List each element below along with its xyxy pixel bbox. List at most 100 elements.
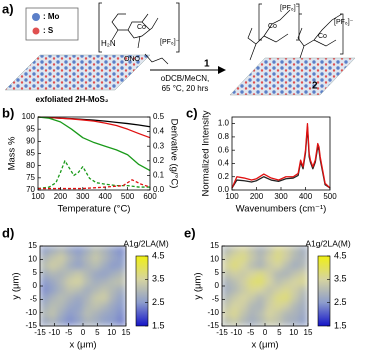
heatmap-cell <box>108 253 118 263</box>
colorbar-tick-label: 2.5 <box>152 297 165 307</box>
heatmap-cell <box>239 285 248 295</box>
x-tick-label: 300 <box>274 192 288 201</box>
heatmap-cell <box>65 309 75 319</box>
heatmap-cell <box>299 261 308 271</box>
heatmap-cell <box>108 246 118 255</box>
x-tick-label: 200 <box>250 192 264 201</box>
plot-frame <box>231 116 331 191</box>
heatmap-cell <box>91 261 101 271</box>
heatmap-cell <box>117 246 126 255</box>
heatmap-cell <box>117 309 126 319</box>
heatmap-cell <box>91 277 101 287</box>
y-axis-label: Normalized Intensity <box>201 110 212 196</box>
heatmap-cell <box>222 301 231 311</box>
y-tick-label: -5 <box>30 294 38 303</box>
heatmap-cell <box>264 246 274 255</box>
heatmap-cell <box>91 293 101 303</box>
heatmap-cell <box>230 277 240 287</box>
heatmap-cell <box>256 285 266 295</box>
heatmap-cell <box>57 277 66 287</box>
plot-frame <box>37 116 151 191</box>
heatmap-cell <box>91 246 101 255</box>
heatmap-cell <box>273 317 283 326</box>
heatmap-cell <box>48 261 58 271</box>
heatmap-cell <box>40 285 49 295</box>
heatmap-cell <box>290 246 300 255</box>
heatmap-cell <box>117 317 126 326</box>
heatmap-cell <box>48 277 58 287</box>
y-tick-label: 0 <box>33 281 38 290</box>
heatmap-cell <box>239 309 248 319</box>
heatmap-cell <box>222 317 231 326</box>
y-tick-label: 90 <box>26 136 35 145</box>
heatmap-cell <box>82 277 92 287</box>
substrate-label: exfoliated 2H-MoS₂ <box>36 95 109 104</box>
heatmap-cell <box>256 246 266 255</box>
x-axis-label: Temperature (°C) <box>58 204 131 215</box>
colorbar <box>317 255 331 327</box>
s-icon <box>32 27 40 35</box>
y-tick-label: 0.4 <box>218 159 230 168</box>
x-tick-label: 600 <box>143 192 157 201</box>
x-tick-label: 15 <box>122 328 131 337</box>
heatmap-cell <box>117 253 126 263</box>
heatmap-cell <box>65 293 75 303</box>
heatmap-cell <box>108 269 118 279</box>
heatmap-cell <box>108 261 118 271</box>
heatmap-cell <box>256 317 266 326</box>
counterion-label: [PF₆]⁻ <box>334 19 354 26</box>
x-tick-label: 400 <box>99 192 113 201</box>
y-tick-label: 0.0 <box>218 185 230 194</box>
y2-tick-label: 0.5 <box>153 112 165 121</box>
nitrite-label: ONO <box>124 56 141 63</box>
heatmap-cell <box>91 309 101 319</box>
heatmap-cell <box>299 317 308 326</box>
heatmap-cell <box>273 277 283 287</box>
heatmap-cell <box>108 309 118 319</box>
heatmap-cell <box>256 253 266 263</box>
heatmap-cell <box>117 277 126 287</box>
heatmap-cell <box>282 301 291 311</box>
heatmap-cell <box>299 293 308 303</box>
ligand-structure <box>111 13 159 49</box>
heatmap-cell <box>40 269 49 279</box>
heatmap-cell <box>239 301 248 311</box>
heatmap-cell <box>91 285 101 295</box>
x-tick-label: 200 <box>54 192 68 201</box>
series-line <box>231 122 331 189</box>
condition: oDCB/MeCN, <box>161 74 209 83</box>
panel-label: d) <box>2 225 14 240</box>
x-tick-label: 500 <box>121 192 135 201</box>
heatmap-cell <box>222 269 231 279</box>
heatmap-cell <box>282 293 291 303</box>
heatmap-cell <box>48 301 58 311</box>
heatmap-cell <box>247 277 257 287</box>
y-tick-label: 10 <box>28 254 37 263</box>
x-tick-label: -10 <box>231 328 243 337</box>
heatmap-cell <box>299 285 308 295</box>
heatmap-cell <box>100 246 109 255</box>
heatmap-cell <box>230 285 240 295</box>
heatmap-cell <box>290 293 300 303</box>
product-structure <box>247 9 343 61</box>
heatmap-cell <box>273 261 283 271</box>
heatmap-cell <box>100 301 109 311</box>
nitrite-chain <box>144 53 169 65</box>
heatmap-cell <box>82 293 92 303</box>
y-tick-label: 5 <box>215 268 220 277</box>
heatmap-cell <box>48 246 58 255</box>
heatmap-cell <box>57 246 66 255</box>
heatmap-cell <box>82 261 92 271</box>
colorbar-title: A1g/2LA(M) <box>305 238 351 248</box>
y2-axis-label: Derivative (g/°C) <box>168 119 179 189</box>
heatmap-cell <box>230 253 240 263</box>
y-tick-label: 0.6 <box>218 145 230 154</box>
heatmap-cell <box>264 301 274 311</box>
heatmap-cell <box>290 317 300 326</box>
heatmap-cell <box>282 277 291 287</box>
heatmap-cell <box>57 253 66 263</box>
heatmap-cell <box>247 261 257 271</box>
heatmap-cell <box>40 301 49 311</box>
heatmap-cell <box>74 317 84 326</box>
